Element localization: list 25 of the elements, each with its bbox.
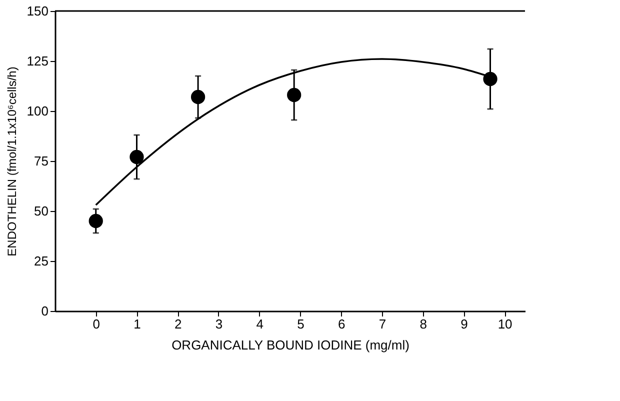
- x-tick-label: 8: [420, 316, 427, 332]
- x-tick-label: 1: [134, 316, 141, 332]
- point: [483, 72, 498, 86]
- point: [88, 214, 103, 228]
- y-tick-label: 0: [41, 304, 48, 318]
- x-tick-label: 2: [174, 316, 182, 332]
- y-axis-title: ENDOTHELIN (fmol/1.1x10⁶cells/h): [4, 66, 19, 256]
- x-tick-label: 5: [297, 316, 304, 332]
- x-tick-label: 9: [460, 316, 468, 332]
- point: [190, 90, 206, 104]
- point: [287, 88, 302, 102]
- point: [130, 150, 144, 164]
- y-tick-label: 75: [34, 154, 48, 168]
- y-tick-label: 50: [34, 204, 48, 218]
- y-tick-label: 150: [26, 4, 48, 18]
- x-tick-label: 3: [215, 316, 223, 332]
- y-tick-label: 25: [34, 254, 48, 268]
- x-axis-title: ORGANICALLY BOUND IODINE (mg/ml): [172, 338, 410, 352]
- y-tick-label: 125: [26, 54, 48, 68]
- x-tick-label: 0: [92, 316, 100, 332]
- x-tick-label: 7: [378, 316, 386, 332]
- x-tick-label: 4: [256, 316, 264, 332]
- x-tick-label: 10: [498, 316, 512, 332]
- x-tick-label: 6: [338, 316, 346, 332]
- y-tick-label: 100: [26, 104, 48, 118]
